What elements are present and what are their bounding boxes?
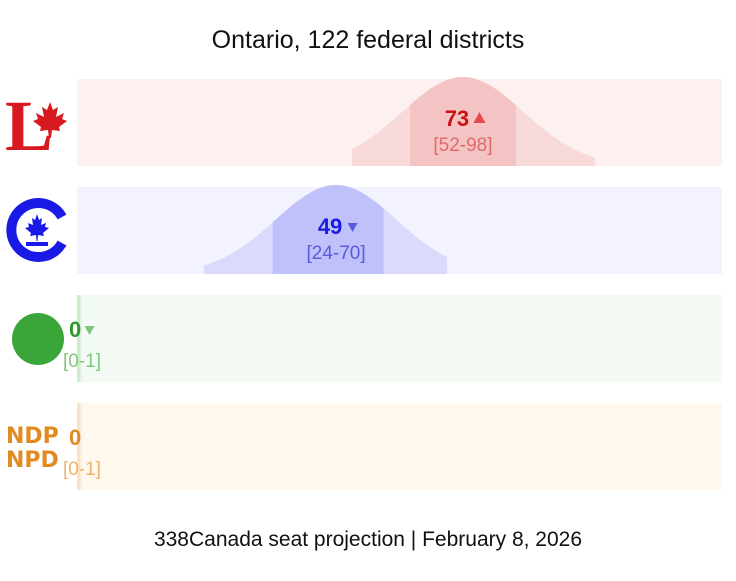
conservative-logo	[4, 197, 70, 267]
ndp-seat-range: [0-1]	[63, 459, 101, 480]
maple-leaf-icon	[25, 214, 49, 241]
conservative-likely-band	[272, 185, 384, 274]
conservative-seat-count: 49	[318, 214, 342, 239]
ndp-logo: NDP NPD	[4, 418, 70, 488]
green-circle-icon	[12, 313, 64, 365]
green-logo	[4, 306, 70, 376]
chart-footer: 338Canada seat projection | February 8, …	[153, 528, 583, 551]
green-likely-band	[77, 295, 80, 382]
liberal-trend-up-icon	[473, 112, 486, 123]
chart-title: Ontario, 122 federal districts	[211, 26, 525, 54]
green-trend-down-icon	[84, 326, 95, 335]
green-seat-count: 0	[69, 317, 81, 342]
green-row-background	[77, 295, 722, 382]
liberal-seat-range: [52-98]	[433, 135, 492, 156]
conservative-trend-down-icon	[347, 223, 358, 232]
liberal-likely-band	[410, 77, 516, 166]
ndp-logo-line1: NDP	[6, 424, 59, 449]
maple-leaf-icon	[33, 102, 67, 138]
liberal-seat-count: 73	[445, 106, 469, 131]
ndp-logo-line2: NPD	[6, 448, 59, 473]
ndp-row-background	[77, 403, 722, 490]
green-seat-range: [0-1]	[63, 351, 101, 372]
ndp-likely-band	[77, 403, 80, 490]
liberal-logo: L	[4, 86, 70, 166]
conservative-seat-range: [24-70]	[306, 243, 365, 264]
conservative-c-icon	[6, 198, 67, 262]
ndp-seat-count: 0	[69, 425, 81, 450]
